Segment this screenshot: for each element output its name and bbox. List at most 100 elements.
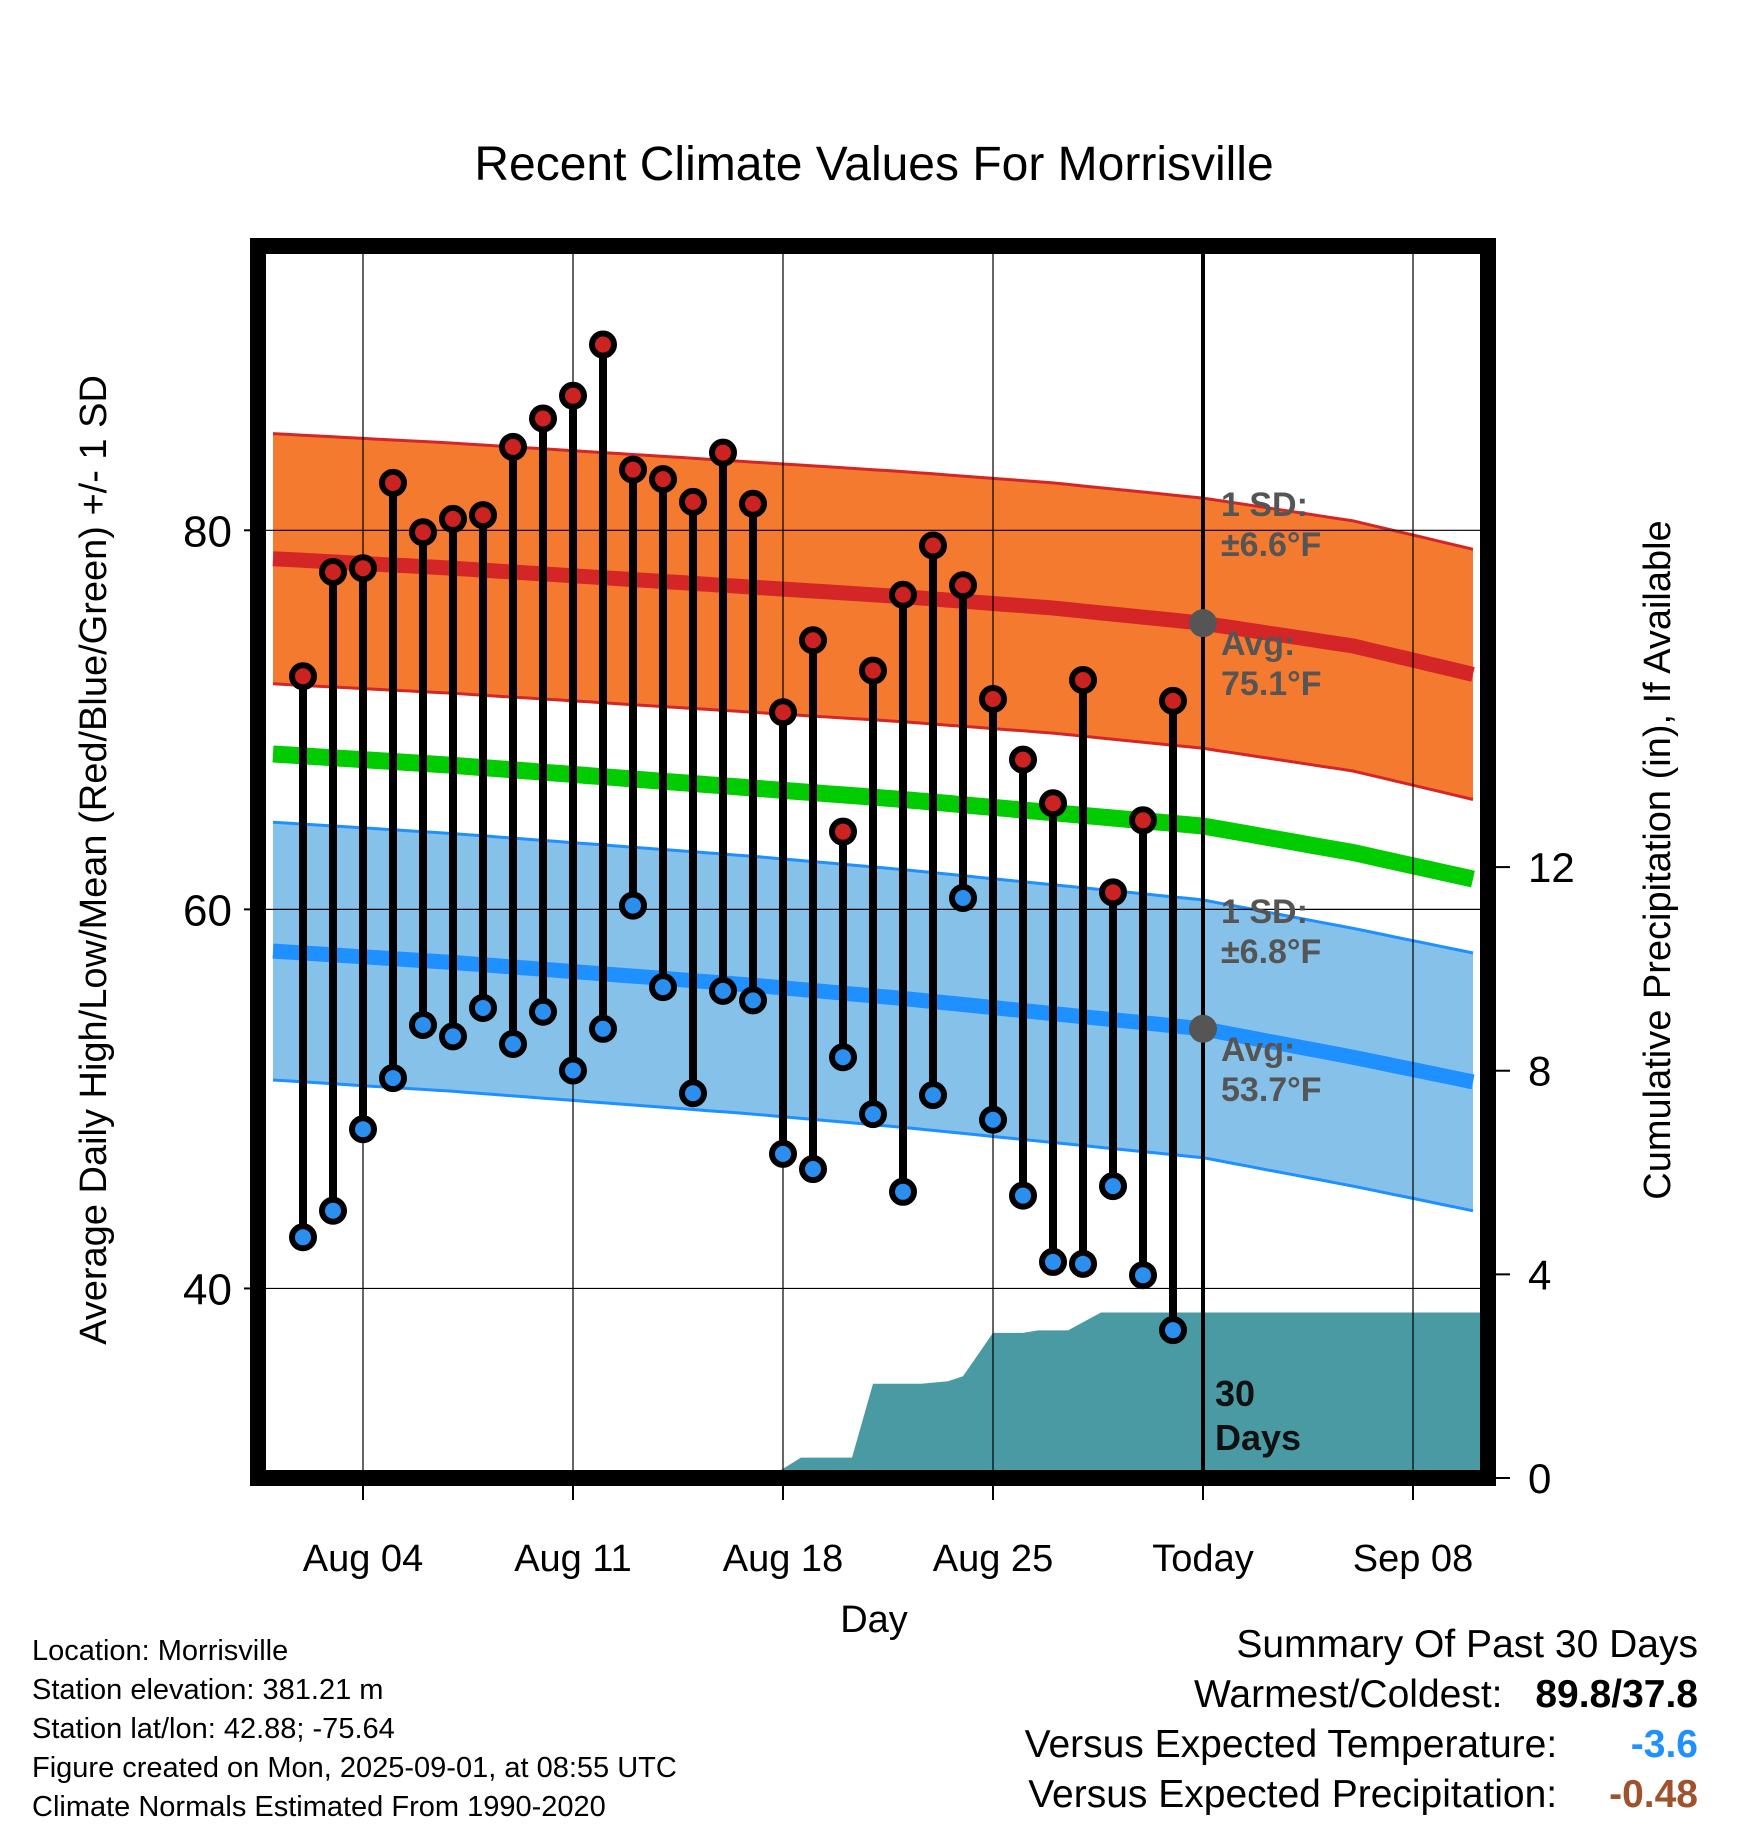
daily-high-point — [919, 531, 947, 560]
low-avg-annotation: Avg: 53.7°F — [1221, 1031, 1322, 1109]
y2-axis-label: Cumulative Precipitation (in), If Availa… — [1637, 520, 1679, 1199]
y-tick-label: 80 — [183, 507, 232, 556]
daily-high-point — [1039, 789, 1067, 818]
daily-low-point — [919, 1081, 947, 1110]
daily-low-point — [679, 1079, 707, 1108]
daily-high-point — [979, 684, 1007, 713]
y2-tick-label: 8 — [1528, 1048, 1551, 1095]
daily-high-point — [949, 571, 977, 600]
daily-high-point — [349, 554, 377, 583]
daily-high-point — [649, 465, 677, 494]
daily-low-point — [529, 997, 557, 1026]
daily-low-point — [559, 1056, 587, 1085]
daily-low-point — [319, 1196, 347, 1225]
summary-title: Summary Of Past 30 Days — [1236, 1623, 1698, 1666]
daily-low-point — [499, 1029, 527, 1058]
summary-temp-row: Versus Expected Temperature: -3.6 — [1025, 1725, 1698, 1764]
high-avg-annotation: Avg: 75.1°F — [1221, 625, 1322, 703]
daily-low-point — [649, 973, 677, 1002]
info-latlon: Station lat/lon: 42.88; -75.64 — [32, 1713, 395, 1745]
summary-warmest-value: 89.8/37.8 — [1535, 1673, 1698, 1716]
period-annotation: 30 Days — [1215, 1373, 1301, 1458]
normal-annotations: 1 SD: ±6.6°F Avg: 75.1°F 1 SD: ±6.8°F Avg: 53.7… — [1189, 246, 1322, 1478]
daily-low-point — [829, 1043, 857, 1072]
daily-high-point — [469, 501, 497, 530]
daily-high-point — [1099, 878, 1127, 907]
x-tick-label: Aug 11 — [514, 1538, 632, 1580]
x-tick-label: Aug 04 — [303, 1538, 423, 1580]
normal-low-today-marker — [1189, 1014, 1217, 1043]
daily-low-point — [739, 986, 767, 1015]
daily-low-point — [1069, 1249, 1097, 1278]
summary-temp-label: Versus Expected Temperature: — [1024, 1723, 1558, 1766]
daily-low-point — [889, 1177, 917, 1206]
daily-high-point — [709, 438, 737, 467]
y-axis-label: Average Daily High/Low/Mean (Red/Blue/Gr… — [73, 375, 115, 1345]
daily-high-point — [319, 558, 347, 587]
daily-low-point — [469, 993, 497, 1022]
daily-low-point — [409, 1011, 437, 1040]
daily-high-point — [409, 518, 437, 547]
x-tick-label: Sep 08 — [1353, 1538, 1473, 1580]
daily-high-point — [1129, 806, 1157, 835]
summary-precip-row: Versus Expected Precipitation: -0.48 — [1028, 1775, 1698, 1814]
summary-temp-value: -3.6 — [1630, 1723, 1698, 1766]
daily-low-point — [949, 884, 977, 913]
y2-tick-label: 12 — [1528, 844, 1575, 891]
info-created: Figure created on Mon, 2025-09-01, at 08… — [32, 1752, 677, 1784]
daily-low-point — [799, 1155, 827, 1184]
axes-layer: 40 60 80 0 4 8 12 Aug 04 Aug 11 Aug 18 Aug 25 Today… — [183, 238, 1575, 1580]
info-location: Location: Morrisville — [32, 1635, 289, 1667]
summary-precip-label: Versus Expected Precipitation: — [1028, 1773, 1558, 1816]
daily-range-stems — [299, 344, 1177, 1331]
daily-high-point — [739, 489, 767, 518]
daily-low-point — [1099, 1172, 1127, 1201]
y-tick-label: 40 — [183, 1265, 232, 1314]
daily-high-point — [289, 662, 317, 691]
daily-high-point — [379, 468, 407, 497]
daily-high-point — [1159, 686, 1187, 715]
x-axis-label: Day — [840, 1599, 908, 1641]
x-tick-label: Today — [1152, 1538, 1253, 1580]
daily-low-point — [1009, 1181, 1037, 1210]
cumulative-precip-area — [273, 1312, 1488, 1478]
info-elevation: Station elevation: 381.21 m — [32, 1674, 384, 1706]
daily-low-point — [619, 891, 647, 920]
summary-warmest-row: Warmest/Coldest: 89.8/37.8 — [1194, 1675, 1698, 1714]
daily-high-point — [499, 432, 527, 461]
chart-title: Recent Climate Values For Morrisville — [474, 138, 1273, 191]
summary-warmest-label: Warmest/Coldest: — [1194, 1673, 1503, 1716]
daily-high-point — [1009, 745, 1037, 774]
daily-high-point — [1069, 666, 1097, 695]
daily-high-point — [889, 580, 917, 609]
normal-high-line — [272, 551, 1475, 682]
daily-low-point — [1039, 1247, 1067, 1276]
daily-high-point — [619, 455, 647, 484]
daily-low-point — [589, 1014, 617, 1043]
daily-low-point — [1159, 1316, 1187, 1345]
x-tick-label: Aug 25 — [933, 1538, 1053, 1580]
normal-high-today-marker — [1189, 609, 1217, 638]
daily-low-point — [439, 1022, 467, 1051]
daily-high-point — [859, 656, 887, 685]
daily-high-point — [829, 817, 857, 846]
y2-tick-label: 4 — [1528, 1251, 1551, 1298]
daily-high-point — [769, 698, 797, 727]
x-tick-label: Aug 18 — [723, 1538, 843, 1580]
daily-high-point — [559, 381, 587, 410]
y2-tick-label: 0 — [1528, 1455, 1551, 1502]
daily-low-point — [379, 1064, 407, 1093]
summary-precip-value: -0.48 — [1609, 1773, 1698, 1816]
high-sd-annotation: 1 SD: ±6.6°F — [1221, 486, 1321, 564]
info-normals: Climate Normals Estimated From 1990-2020 — [32, 1791, 606, 1823]
daily-low-point — [709, 976, 737, 1005]
daily-low-point — [1129, 1261, 1157, 1290]
daily-low-point — [289, 1223, 317, 1252]
daily-dots — [289, 330, 1187, 1345]
daily-high-point — [799, 626, 827, 655]
daily-low-point — [859, 1100, 887, 1129]
daily-low-point — [979, 1105, 1007, 1134]
daily-high-point — [529, 404, 557, 433]
daily-high-point — [679, 487, 707, 516]
